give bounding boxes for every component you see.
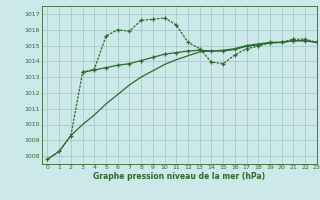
X-axis label: Graphe pression niveau de la mer (hPa): Graphe pression niveau de la mer (hPa)	[93, 172, 265, 181]
